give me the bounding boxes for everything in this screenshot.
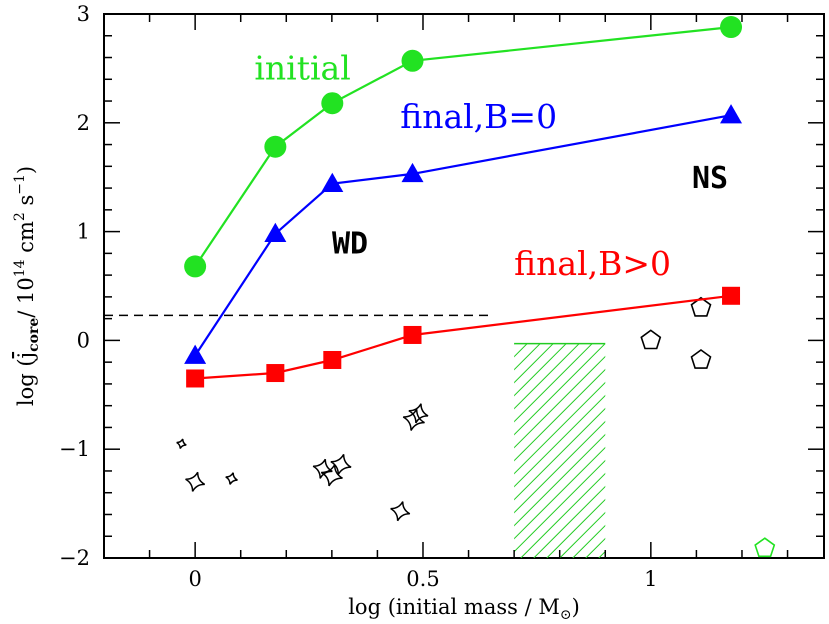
series-point-triangle [184,344,207,364]
hatch-line [625,344,829,558]
hatch-line [514,343,606,436]
series-point-square [186,369,205,388]
hatch-line [514,355,606,449]
hatch-line [514,420,606,514]
white-dwarf-star-marker [402,408,425,431]
series-point-triangle [720,104,743,124]
series-point-square [722,286,741,305]
series-0: initial [184,16,743,278]
series-layer: initial final,B=0 final,B>0 [184,16,743,388]
y-tick-label: 3 [77,2,90,26]
series-point-circle [184,255,207,278]
plot-frame [103,13,825,559]
series-point-circle [720,16,743,39]
hatch-line [514,381,606,475]
hatch-line [520,472,606,558]
series-point-square [403,325,422,344]
labels-layer: 0 0.5 1 −2 −1 0 1 2 3 WD NS [59,2,728,591]
hatch-line [514,343,593,423]
series-point-square [323,350,342,369]
hatch-line [514,343,580,410]
hatch-line [546,498,606,558]
region-label: WD [332,226,368,261]
hatch-line [514,343,554,384]
x-axis-title: log (initial mass / M⊙) [348,595,580,623]
hatch-line [612,344,826,558]
series-point-triangle [321,172,344,192]
y-tick-label: 1 [77,220,90,244]
hatch-line [514,394,606,488]
hatched-region-layer [514,342,829,558]
hatch-line [514,459,606,553]
series-label: final,B=0 [400,97,557,136]
x-tick-label: 1 [644,567,657,591]
white-dwarf-star-marker [408,403,429,424]
white-dwarf-star-marker [185,471,206,492]
hatch-line [514,433,606,527]
hatch-line [514,343,567,397]
hatch-line [598,550,606,558]
series-label: initial [254,48,350,87]
y-tick-label: −2 [59,546,90,570]
white-dwarf-star-marker [312,458,333,479]
neutron-star-pentagon-marker [754,537,776,558]
hatch-line [572,524,606,558]
neutron-star-pentagon-marker [640,329,662,350]
y-tick-label: 0 [77,328,90,352]
series-point-circle [264,135,287,158]
series-point-square [266,364,285,383]
hatch-line [514,407,606,501]
x-tick-label: 0.5 [406,567,439,591]
series-point-triangle [264,222,287,243]
white-dwarf-star-marker [176,438,187,449]
white-dwarf-star-marker [390,501,411,522]
hatched-region [514,343,829,558]
ticks-layer [104,13,824,559]
hatch-line [514,368,606,462]
hatch-line [514,343,528,358]
hatch-line [585,537,606,558]
series-point-triangle [401,162,424,183]
neutron-star-pentagon-marker [690,296,712,317]
x-tick-label: 0 [188,567,201,591]
white-dwarf-star-marker [320,464,343,487]
series-label: final,B>0 [514,244,671,283]
series-1: final,B=0 [184,97,743,364]
hatch-line [514,446,606,540]
hatch-line [559,511,606,558]
observations-layer [176,296,776,558]
neutron-star-pentagon-marker [690,349,712,369]
y-tick-label: 2 [77,111,90,135]
y-axis-title: log (jcore/ 1014 cm2 s−1) [12,166,42,406]
hatch-line [533,485,606,558]
series-point-circle [321,92,344,115]
series-point-circle [401,49,424,72]
y-tick-label: −1 [59,437,90,461]
series-2: final,B>0 [186,244,741,388]
white-dwarf-star-marker [330,453,352,475]
hatch-line [514,343,541,371]
white-dwarf-star-marker [225,472,238,485]
hatch-line [514,343,515,345]
region-label: NS [692,161,728,196]
